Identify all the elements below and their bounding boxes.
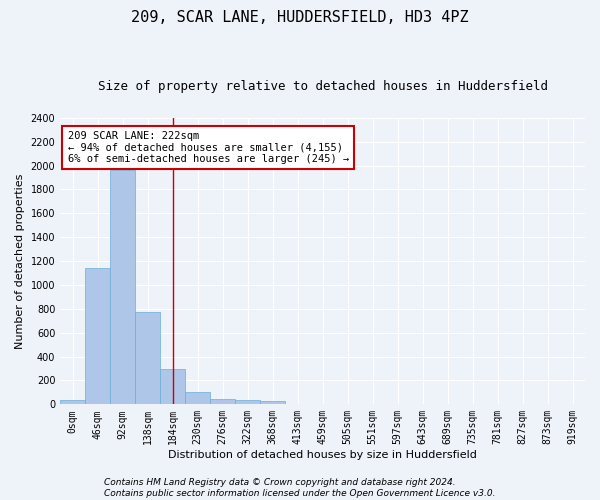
Bar: [185, 392, 210, 404]
Bar: [160, 368, 185, 404]
Bar: [85, 268, 110, 404]
Text: 209 SCAR LANE: 222sqm
← 94% of detached houses are smaller (4,155)
6% of semi-de: 209 SCAR LANE: 222sqm ← 94% of detached …: [68, 131, 349, 164]
Bar: [260, 402, 285, 404]
Text: 209, SCAR LANE, HUDDERSFIELD, HD3 4PZ: 209, SCAR LANE, HUDDERSFIELD, HD3 4PZ: [131, 10, 469, 25]
Bar: [110, 170, 135, 404]
Bar: [235, 400, 260, 404]
Bar: [60, 400, 85, 404]
Title: Size of property relative to detached houses in Huddersfield: Size of property relative to detached ho…: [98, 80, 548, 93]
Bar: [210, 398, 235, 404]
Bar: [135, 312, 160, 404]
Y-axis label: Number of detached properties: Number of detached properties: [15, 174, 25, 348]
X-axis label: Distribution of detached houses by size in Huddersfield: Distribution of detached houses by size …: [168, 450, 477, 460]
Text: Contains HM Land Registry data © Crown copyright and database right 2024.
Contai: Contains HM Land Registry data © Crown c…: [104, 478, 496, 498]
